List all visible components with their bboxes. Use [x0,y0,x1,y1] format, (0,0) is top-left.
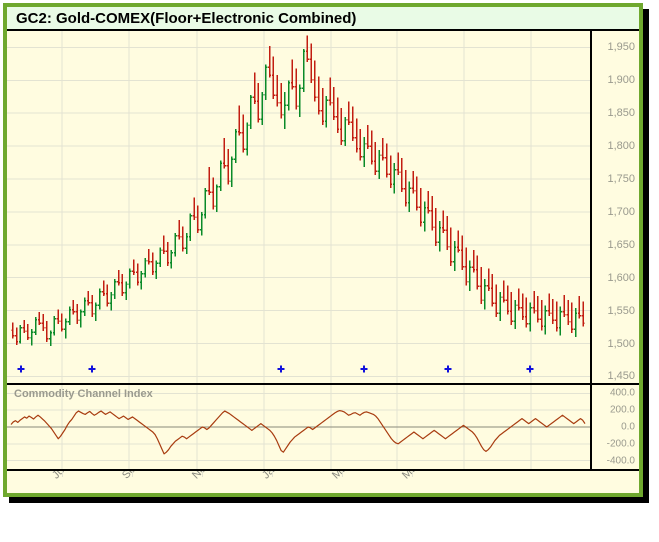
price-axis-label: 1,600 [607,271,635,284]
cci-pane: Commodity Channel Index 400.0 200.0 0.0 -20… [7,383,639,469]
cci-axis-label: -400.0 [606,455,635,467]
date-axis-tick [272,471,273,477]
date-axis-label: May 2012 [400,471,443,481]
cci-axis-label: -200.0 [606,438,635,450]
cci-chart [7,385,590,469]
price-axis-label: 1,700 [607,205,635,218]
price-plot-area [7,31,590,383]
chart-frame: GC2: Gold-COMEX(Floor+Electronic Combine… [3,3,643,497]
price-axis-label: 1,800 [607,140,635,153]
date-axis-label: Mar 2012 [330,471,371,481]
date-axis-tick [412,471,413,477]
date-axis-tick [202,471,203,477]
date-axis-label: Jul 2011 [50,471,87,481]
title-bar: GC2: Gold-COMEX(Floor+Electronic Combine… [7,7,639,31]
price-axis-label: 1,500 [607,337,635,350]
chart-inner: GC2: Gold-COMEX(Floor+Electronic Combine… [7,7,639,493]
price-axis-label: 1,550 [607,304,635,317]
cci-axis-label: 200.0 [609,404,635,416]
cci-axis-label: 0.0 [621,421,635,433]
price-axis: 1,950 1,900 1,850 1,800 1,750 1,700 1,650 1,600… [590,31,639,383]
price-axis-label: 1,900 [607,74,635,87]
page-title: GC2: Gold-COMEX(Floor+Electronic Combine… [16,9,357,27]
date-axis-tick [132,471,133,477]
cci-plot-area [7,385,590,469]
cci-axis-label: 400.0 [609,387,635,399]
date-axis-label: Jan 2012 [260,471,300,481]
date-axis-tick [342,471,343,477]
price-axis-label: 1,850 [607,107,635,120]
cci-label: Commodity Channel Index [14,388,153,400]
price-axis-label: 1,450 [607,370,635,383]
date-axis: Jul 2011 Sep 2011 Nov 2011 Jan 2012 Mar 2012… [7,469,639,493]
date-axis-label: Nov 2011 [190,471,231,481]
cci-axis: 400.0 200.0 0.0 -200.0 -400.0 [590,385,639,469]
price-axis-label: 1,650 [607,238,635,251]
price-axis-label: 1,750 [607,173,635,186]
date-axis-tick [62,471,63,477]
price-axis-label: 1,950 [607,41,635,54]
price-pane: 1,950 1,900 1,850 1,800 1,750 1,700 1,650 1,600… [7,31,639,383]
date-axis-label: Sep 2011 [120,471,161,481]
ohlc-chart [7,31,590,383]
